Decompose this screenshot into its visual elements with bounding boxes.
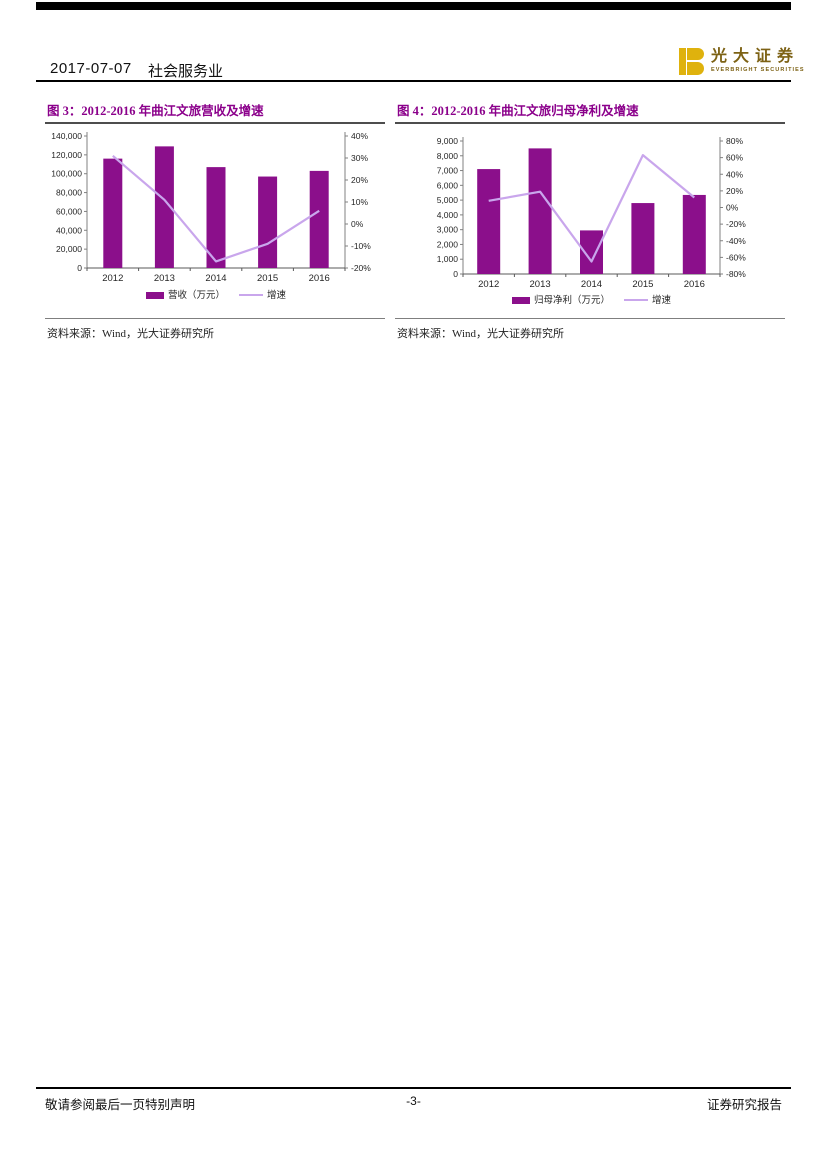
svg-text:3,000: 3,000	[437, 225, 459, 235]
svg-text:1,000: 1,000	[437, 254, 459, 264]
figure-3-title: 图 3：2012-2016 年曲江文旅营收及增速	[45, 104, 385, 124]
svg-text:8,000: 8,000	[437, 151, 459, 161]
revenue-growth-chart: 0 20,000 40,000 60,000 80,000 100,000 120,000 1…	[51, 131, 371, 301]
svg-text:2012: 2012	[478, 279, 499, 290]
svg-text:2014: 2014	[581, 279, 602, 290]
svg-text:40%: 40%	[726, 169, 743, 179]
svg-text:2013: 2013	[154, 273, 175, 284]
svg-text:-10%: -10%	[351, 241, 371, 251]
svg-text:6,000: 6,000	[437, 180, 459, 190]
svg-text:归母净利（万元）: 归母净利（万元）	[534, 294, 610, 306]
page-number: -3-	[406, 1094, 421, 1108]
svg-text:-80%: -80%	[726, 269, 746, 279]
svg-text:30%: 30%	[351, 153, 368, 163]
brand-logo: 光大证券 EVERBRIGHT SECURITIES	[679, 48, 805, 75]
svg-text:20,000: 20,000	[56, 244, 82, 254]
footer-disclaimer: 敬请参阅最后一页特别声明	[45, 1098, 196, 1112]
svg-text:140,000: 140,000	[51, 131, 82, 141]
top-black-bar	[36, 2, 791, 10]
svg-text:0%: 0%	[726, 203, 739, 213]
industry-label: 社会服务业	[148, 63, 224, 80]
brand-subtitle: EVERBRIGHT SECURITIES	[711, 67, 805, 73]
svg-text:2012: 2012	[102, 273, 123, 284]
svg-text:-60%: -60%	[726, 252, 746, 262]
figure-4-source: 资料来源：Wind，光大证券研究所	[395, 318, 785, 341]
svg-text:60%: 60%	[726, 153, 743, 163]
svg-text:5,000: 5,000	[437, 195, 459, 205]
svg-text:2,000: 2,000	[437, 239, 459, 249]
report-date: 2017-07-07	[50, 60, 132, 77]
svg-text:7,000: 7,000	[437, 166, 459, 176]
svg-text:增速: 增速	[267, 289, 287, 301]
svg-text:80%: 80%	[726, 136, 743, 146]
brand-name: 光大证券	[711, 48, 800, 65]
svg-text:2013: 2013	[530, 279, 551, 290]
svg-text:9,000: 9,000	[437, 136, 459, 146]
svg-text:100,000: 100,000	[51, 169, 82, 179]
everbright-logo-icon	[679, 48, 705, 75]
svg-text:-40%: -40%	[726, 236, 746, 246]
svg-text:80,000: 80,000	[56, 188, 82, 198]
svg-text:20%: 20%	[351, 175, 368, 185]
svg-text:60,000: 60,000	[56, 206, 82, 216]
svg-text:2016: 2016	[684, 279, 705, 290]
figure-4: 图 4：2012-2016 年曲江文旅归母净利及增速 0 1,000 2,000 3,…	[395, 104, 785, 341]
svg-text:增速: 增速	[652, 294, 672, 306]
svg-text:营收（万元）: 营收（万元）	[168, 289, 225, 301]
svg-text:40,000: 40,000	[56, 225, 82, 235]
figure-3-source: 资料来源：Wind，光大证券研究所	[45, 318, 385, 341]
header-rule	[36, 80, 791, 82]
svg-text:20%: 20%	[726, 186, 743, 196]
footer-rule	[36, 1087, 791, 1089]
svg-text:0: 0	[77, 263, 82, 273]
net-profit-growth-chart: 0 1,000 2,000 3,000 4,000 5,000 6,000 7,000 8,00…	[437, 136, 747, 306]
svg-text:0: 0	[453, 269, 458, 279]
svg-text:2015: 2015	[257, 273, 278, 284]
svg-text:40%: 40%	[351, 131, 368, 141]
svg-text:-20%: -20%	[351, 263, 371, 273]
svg-text:4,000: 4,000	[437, 210, 459, 220]
svg-text:-20%: -20%	[726, 219, 746, 229]
svg-text:10%: 10%	[351, 197, 368, 207]
svg-text:2014: 2014	[205, 273, 226, 284]
svg-text:2016: 2016	[309, 273, 330, 284]
svg-text:120,000: 120,000	[51, 150, 82, 160]
figure-3: 图 3：2012-2016 年曲江文旅营收及增速 0 20,000 40,000 60…	[45, 104, 385, 341]
figure-4-title: 图 4：2012-2016 年曲江文旅归母净利及增速	[395, 104, 785, 124]
svg-text:0%: 0%	[351, 219, 364, 229]
svg-text:2015: 2015	[632, 279, 653, 290]
footer-report-type: 证券研究报告	[706, 1098, 782, 1112]
